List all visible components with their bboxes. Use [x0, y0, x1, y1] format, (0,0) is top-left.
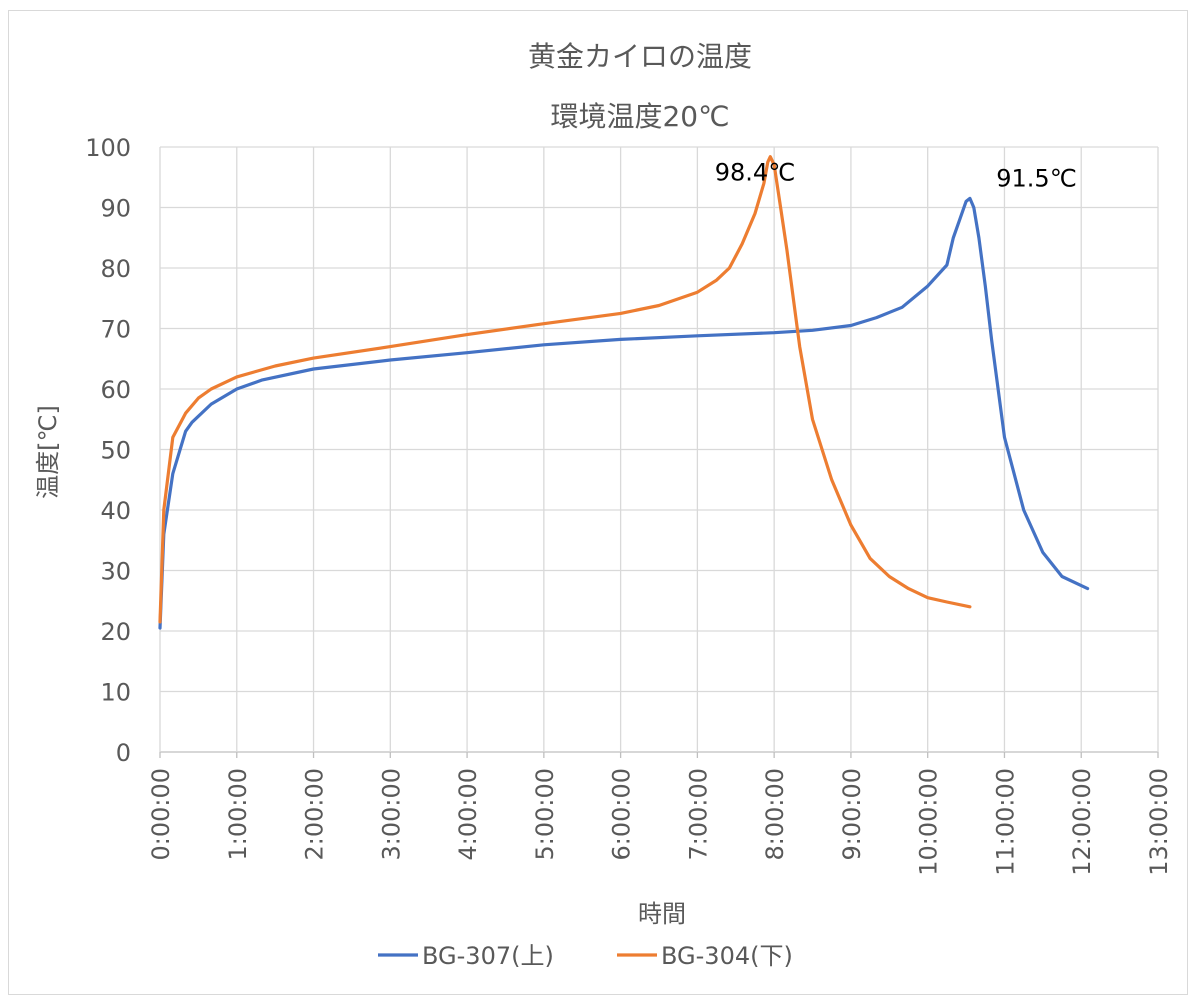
series-line-2 [158, 155, 972, 624]
y-tick-label: 40 [100, 497, 131, 525]
series-line-1 [158, 196, 1090, 630]
x-tick-label: 0:00:00 [147, 768, 175, 861]
y-tick-label: 0 [116, 739, 131, 767]
legend-label: BG-304(下) [661, 942, 793, 970]
annotations: 98.4℃ 91.5℃ [715, 158, 1077, 192]
chart-subtitle: 環境温度20℃ [550, 100, 729, 133]
x-axis-title: 時間 [638, 900, 686, 928]
chart-title: 黄金カイロの温度 [528, 40, 752, 73]
y-tick-label: 60 [100, 376, 131, 404]
y-tick-label: 100 [85, 134, 131, 162]
x-tick-label: 7:00:00 [684, 768, 712, 861]
y-axis-title: 温度[℃] [34, 405, 62, 499]
x-tick-label: 3:00:00 [377, 768, 405, 861]
y-tick-label: 10 [100, 679, 131, 707]
x-tick-label: 5:00:00 [531, 768, 559, 861]
x-tick-label: 11:00:00 [991, 768, 1019, 876]
chart-frame [8, 10, 1188, 995]
y-axis-ticks: 0 10 20 30 40 50 60 70 80 90 100 [85, 134, 131, 767]
y-tick-label: 90 [100, 195, 131, 223]
x-tick-label: 8:00:00 [761, 768, 789, 861]
peak-annotation: 91.5℃ [996, 164, 1076, 192]
x-tick-label: 4:00:00 [454, 768, 482, 861]
gridlines [159, 146, 1159, 758]
x-tick-label: 1:00:00 [224, 768, 252, 861]
legend-label: BG-307(上) [422, 942, 554, 970]
legend: BG-307(上) BG-304(下) [378, 942, 793, 970]
y-tick-label: 50 [100, 437, 131, 465]
x-tick-label: 10:00:00 [915, 768, 943, 876]
y-tick-label: 80 [100, 255, 131, 283]
x-tick-label: 9:00:00 [838, 768, 866, 861]
series-lines [158, 155, 1090, 630]
x-tick-label: 12:00:00 [1068, 768, 1096, 876]
y-tick-label: 70 [100, 316, 131, 344]
x-tick-label: 13:00:00 [1145, 768, 1173, 876]
y-tick-label: 20 [100, 618, 131, 646]
peak-annotation: 98.4℃ [715, 158, 795, 186]
y-tick-label: 30 [100, 558, 131, 586]
x-tick-label: 6:00:00 [608, 768, 636, 861]
x-tick-label: 2:00:00 [301, 768, 329, 861]
x-axis-ticks: 0:00:00 1:00:00 2:00:00 3:00:00 4:00:00 5:00:… [147, 768, 1173, 876]
